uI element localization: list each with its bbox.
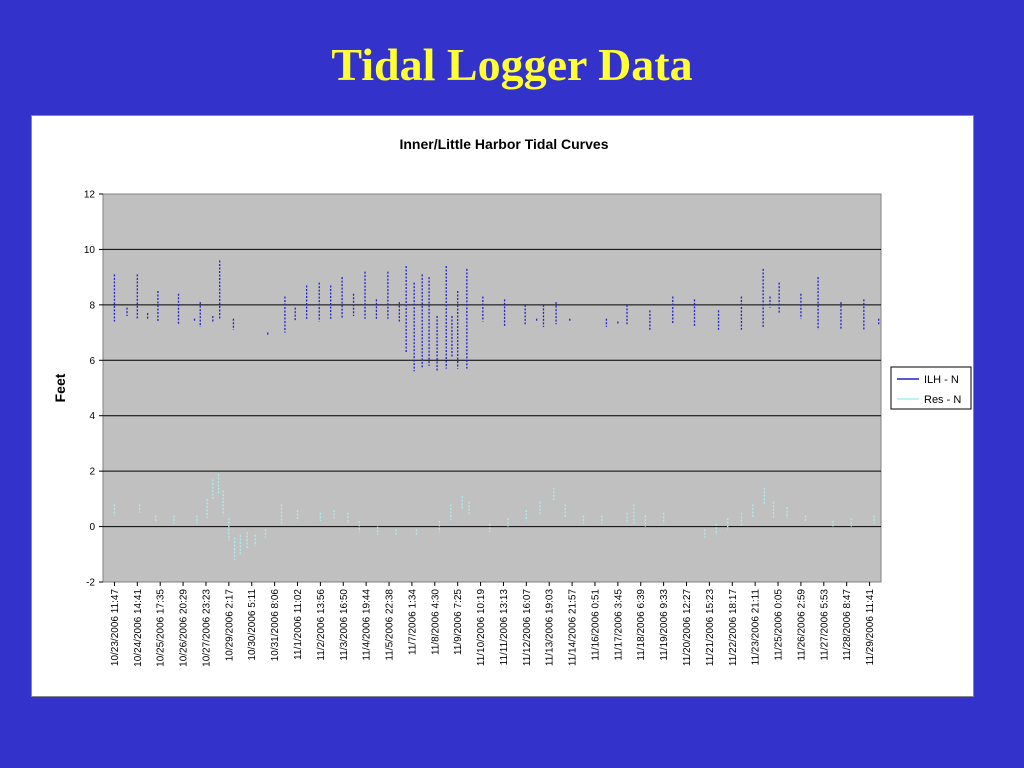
y-tick-label: 0 (89, 522, 95, 533)
x-tick-label: 11/17/2006 3:45 (613, 589, 624, 661)
x-tick-label: 11/27/2006 5:53 (819, 589, 830, 661)
x-tick-label: 11/9/2006 7:25 (453, 589, 464, 655)
legend-box (890, 366, 972, 410)
x-tick-label: 11/11/2006 13:13 (499, 589, 510, 666)
x-tick-label: 11/25/2006 0:05 (774, 589, 785, 661)
y-tick-label: 6 (89, 356, 95, 367)
x-tick-label: 11/10/2006 10:19 (476, 589, 487, 667)
x-tick-label: 10/24/2006 14:41 (133, 589, 144, 667)
chart-panel: Inner/Little Harbor Tidal Curves Feet -2… (31, 115, 974, 697)
plot-area: -2 0 2 4 6 8 10 12 10/23/2006 11:47 10/24/2006 14… (84, 190, 882, 667)
plot-background (102, 193, 882, 583)
slide-title: Tidal Logger Data (331, 39, 693, 90)
y-tick-label: -2 (86, 578, 95, 589)
y-tick-label: 12 (84, 190, 96, 201)
y-tick-label: 8 (89, 300, 95, 311)
x-tick-label: 10/23/2006 11:47 (110, 589, 121, 667)
y-tick-label: 2 (89, 467, 95, 478)
x-tick-label: 11/29/2006 11:41 (865, 589, 876, 666)
x-tick-label: 11/8/2006 4:30 (430, 589, 441, 655)
x-tick-label: 11/13/2006 19:03 (545, 589, 556, 667)
x-tick-label: 11/7/2006 1:34 (407, 589, 418, 655)
y-tick-label: 10 (84, 245, 96, 256)
x-tick-label: 11/5/2006 22:38 (385, 589, 396, 661)
x-tick-label: 10/31/2006 8:06 (270, 589, 281, 662)
x-tick-label: 11/4/2006 19:44 (362, 589, 373, 661)
x-tick-label: 11/12/2006 16:07 (522, 589, 533, 667)
x-tick-label: 10/30/2006 5:11 (247, 589, 258, 661)
x-tick-label: 11/19/2006 9:33 (659, 589, 670, 661)
x-tick-label: 11/23/2006 21:11 (751, 589, 762, 666)
x-tick-label: 11/1/2006 11:02 (293, 589, 304, 660)
x-tick-label: 10/27/2006 23:23 (201, 589, 212, 667)
x-tick-label: 11/20/2006 12:27 (682, 589, 693, 667)
legend-label: Res - N (924, 394, 961, 406)
x-tick-label: 11/22/2006 18:17 (728, 589, 739, 667)
legend: ILH - N Res - N (890, 366, 972, 410)
x-tick-label: 11/28/2006 8:47 (842, 589, 853, 661)
y-axis-label: Feet (52, 373, 68, 402)
chart-title: Inner/Little Harbor Tidal Curves (399, 136, 608, 152)
x-tick-label: 11/14/2006 21:57 (568, 589, 579, 667)
x-tick-label: 10/26/2006 20:29 (179, 589, 190, 667)
x-tick-label: 11/21/2006 15:23 (705, 589, 716, 667)
x-tick-label: 10/25/2006 17:35 (156, 589, 167, 667)
x-tick-label: 11/3/2006 16:50 (339, 589, 350, 661)
legend-label: ILH - N (924, 374, 959, 386)
x-tick-label: 11/2/2006 13:56 (316, 589, 327, 661)
tidal-chart: Inner/Little Harbor Tidal Curves Feet -2… (52, 136, 972, 667)
x-tick-label: 11/18/2006 6:39 (636, 589, 647, 661)
x-tick-label: 11/16/2006 0:51 (590, 589, 601, 661)
y-tick-label: 4 (89, 411, 95, 422)
x-tick-label: 11/26/2006 2:59 (796, 589, 807, 661)
x-tick-label: 10/29/2006 2:17 (224, 589, 235, 662)
